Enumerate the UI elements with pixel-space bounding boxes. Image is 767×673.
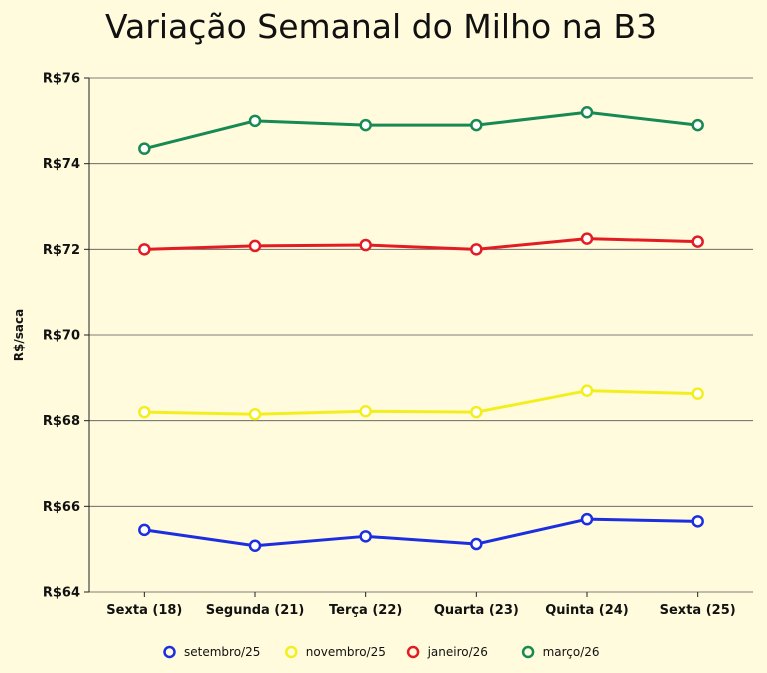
data-point <box>359 530 372 543</box>
series-line <box>144 237 698 251</box>
data-point <box>359 118 372 132</box>
series-line <box>144 389 698 416</box>
data-point <box>138 405 151 419</box>
chart-title: Variação Semanal do Milho na B3 <box>105 7 657 46</box>
data-point <box>138 523 151 537</box>
x-tick-label: Quinta (24) <box>545 603 629 618</box>
data-point <box>248 539 262 552</box>
data-point <box>691 118 704 132</box>
data-point <box>470 405 483 419</box>
series-line <box>144 517 698 548</box>
data-point <box>580 384 594 397</box>
data-point <box>248 239 262 253</box>
data-point <box>470 537 483 551</box>
data-point <box>248 407 262 421</box>
data-point <box>580 106 594 119</box>
series-group <box>138 384 704 421</box>
series-lines <box>138 106 704 552</box>
series-group <box>138 106 704 155</box>
y-tick-label: R$70 <box>43 329 80 344</box>
legend-marker <box>406 645 420 659</box>
legend: setembro/25 novembro/25 janeiro/26 março/26 <box>163 645 600 659</box>
y-tick-label: R$64 <box>43 586 80 601</box>
y-tick-label: R$68 <box>43 414 80 429</box>
data-point <box>248 114 262 128</box>
y-tick-label: R$74 <box>43 157 80 172</box>
legend-marker <box>285 645 298 659</box>
x-tick-label: Sexta (25) <box>660 603 736 618</box>
gridlines <box>89 77 753 593</box>
legend-marker <box>163 645 176 659</box>
legend-label: janeiro/26 <box>427 645 488 659</box>
data-point <box>691 235 704 248</box>
series-line <box>143 110 698 151</box>
data-point <box>359 404 372 418</box>
data-point <box>470 243 483 256</box>
series-group <box>138 232 704 256</box>
x-axis-ticks: Sexta (18) Segunda (21) Terça (22) Quarta (… <box>106 592 736 618</box>
y-axis-ticks: R$64 R$66 R$68 R$70 R$72 R$74 R$76 <box>43 72 89 601</box>
y-tick-label: R$72 <box>43 243 80 258</box>
y-tick-label: R$76 <box>43 72 80 87</box>
x-tick-label: Sexta (18) <box>106 603 182 618</box>
legend-label: novembro/25 <box>306 645 386 659</box>
x-tick-label: Quarta (23) <box>434 603 519 618</box>
legend-item: janeiro/26 <box>406 645 488 659</box>
x-tick-label: Terça (22) <box>329 603 402 618</box>
data-point <box>580 512 594 526</box>
legend-label: março/26 <box>543 645 600 659</box>
data-point <box>580 232 594 245</box>
legend-item: novembro/25 <box>285 645 386 659</box>
data-point <box>470 118 483 132</box>
data-point <box>359 238 372 252</box>
legend-label: setembro/25 <box>184 645 260 659</box>
legend-item: setembro/25 <box>163 645 260 659</box>
data-point <box>138 243 151 256</box>
data-point <box>138 142 151 155</box>
legend-item: março/26 <box>521 645 600 659</box>
data-point <box>691 387 704 400</box>
x-tick-label: Segunda (21) <box>206 603 305 618</box>
legend-marker <box>521 645 535 659</box>
y-tick-label: R$66 <box>43 500 80 515</box>
data-point <box>691 515 704 528</box>
y-axis-label: R$/saca <box>12 309 26 361</box>
series-group <box>138 512 704 552</box>
